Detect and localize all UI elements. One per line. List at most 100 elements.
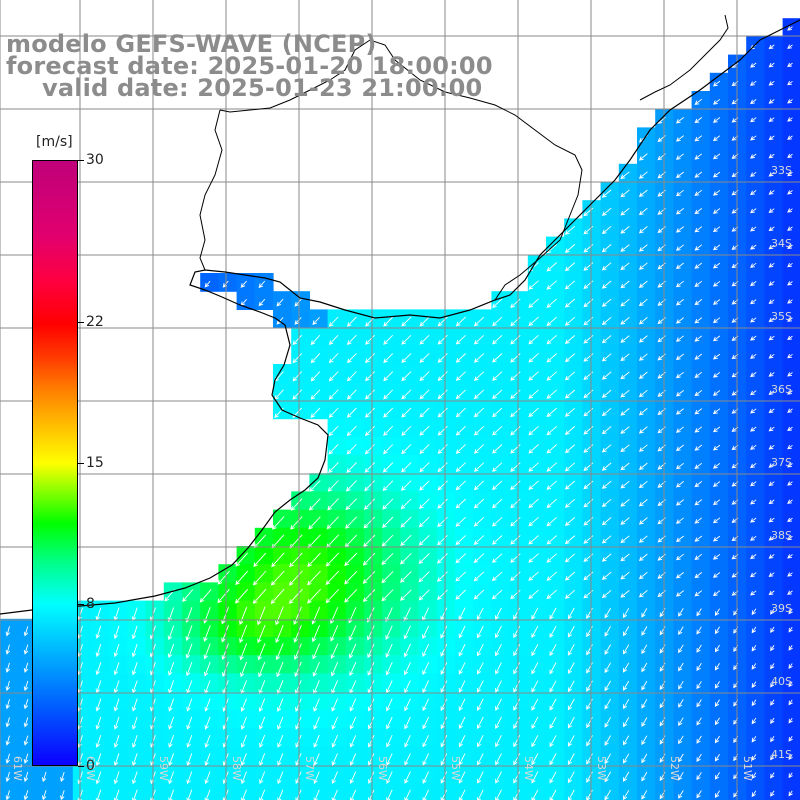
wind-arrow xyxy=(623,789,630,800)
wind-arrow xyxy=(275,643,284,661)
wind-arrow xyxy=(95,716,102,730)
wind-arrow xyxy=(620,408,630,416)
longitude-label: 59W xyxy=(157,756,170,781)
wind-arrow xyxy=(694,535,703,542)
wind-arrow xyxy=(638,371,648,379)
wind-arrow xyxy=(77,753,83,767)
wind-arrow xyxy=(620,226,630,234)
wind-speed-cell xyxy=(436,582,456,602)
wind-arrow xyxy=(308,516,321,530)
wind-arrow xyxy=(5,735,11,746)
wind-arrow xyxy=(712,117,721,123)
latitude-label: 34S xyxy=(771,237,792,250)
wind-arrow xyxy=(382,498,394,510)
wind-arrow xyxy=(601,571,612,580)
wind-arrow xyxy=(328,371,339,382)
coastline-uruguay-brazil xyxy=(0,19,800,615)
wind-arrow xyxy=(583,280,594,290)
wind-arrow xyxy=(113,753,120,767)
wind-arrow xyxy=(113,716,120,730)
wind-arrow xyxy=(586,625,593,638)
wind-arrow xyxy=(678,771,684,781)
wind-arrow xyxy=(476,662,484,675)
wind-arrow xyxy=(750,262,757,268)
wind-arrow xyxy=(528,334,539,345)
wind-arrow xyxy=(528,425,539,436)
wind-arrow xyxy=(712,262,721,269)
wind-arrow xyxy=(601,480,612,489)
wind-arrow xyxy=(750,317,757,323)
wind-arrow xyxy=(751,717,757,725)
wind-arrow xyxy=(750,590,757,596)
wind-arrow xyxy=(787,262,793,268)
wind-arrow xyxy=(23,662,29,673)
wind-arrow xyxy=(583,298,594,308)
wind-arrow xyxy=(549,625,557,638)
wind-arrow xyxy=(768,171,775,177)
wind-arrow xyxy=(401,444,412,455)
wind-arrow xyxy=(768,408,775,414)
wind-arrow xyxy=(678,680,684,690)
wind-arrow xyxy=(131,734,138,748)
wind-arrow xyxy=(510,425,521,436)
wind-arrow xyxy=(168,698,175,712)
wind-arrow xyxy=(203,625,211,642)
wind-arrow xyxy=(418,516,430,528)
wind-speed-cell xyxy=(436,309,456,329)
wind-arrow xyxy=(638,335,648,343)
wind-arrow xyxy=(513,716,521,730)
wind-arrow xyxy=(601,407,612,417)
wind-arrows xyxy=(5,26,793,800)
wind-arrow xyxy=(531,680,539,693)
wind-arrow xyxy=(401,425,412,436)
wind-arrow xyxy=(712,426,721,433)
wind-arrow xyxy=(510,353,521,363)
wind-arrow xyxy=(750,426,757,432)
wind-arrow xyxy=(696,644,702,653)
wind-arrow xyxy=(258,698,266,712)
wind-arrow xyxy=(788,681,793,688)
wind-arrow xyxy=(77,662,83,676)
wind-arrow xyxy=(458,625,466,639)
wind-arrow xyxy=(583,498,594,508)
wind-arrow xyxy=(583,553,594,563)
wind-arrow xyxy=(346,389,357,400)
wind-arrow xyxy=(113,643,120,658)
wind-arrow xyxy=(313,771,320,785)
wind-arrow xyxy=(344,552,358,567)
wind-arrow xyxy=(437,462,448,473)
wind-arrow xyxy=(294,643,302,660)
wind-arrow xyxy=(601,225,612,235)
wind-arrow xyxy=(437,571,448,582)
wind-arrow xyxy=(41,790,47,800)
wind-speed-cell xyxy=(691,637,711,656)
wind-arrow xyxy=(787,572,793,577)
wind-arrow xyxy=(492,425,503,436)
wind-arrow xyxy=(440,771,448,784)
wind-arrow xyxy=(620,189,630,198)
wind-arrow xyxy=(714,699,720,707)
wind-arrow xyxy=(185,661,193,677)
wind-arrow xyxy=(768,99,775,104)
wind-arrow xyxy=(385,625,393,640)
wind-arrow xyxy=(694,317,703,324)
wind-arrow xyxy=(307,570,321,586)
colorbar-tick-label: 8 xyxy=(86,596,95,613)
wind-arrow xyxy=(768,281,775,286)
wind-arrow xyxy=(601,316,612,326)
wind-arrow xyxy=(476,735,484,748)
wind-arrow xyxy=(528,589,539,600)
wind-arrow xyxy=(23,771,29,783)
wind-arrow xyxy=(239,643,248,661)
wind-arrow xyxy=(458,735,466,748)
wind-arrow xyxy=(23,790,29,800)
wind-arrow xyxy=(419,353,430,363)
wind-arrow xyxy=(788,736,793,742)
wind-arrow xyxy=(437,589,448,601)
wind-arrow xyxy=(712,481,721,487)
wind-arrow xyxy=(113,734,120,749)
wind-arrow xyxy=(604,717,611,728)
wind-speed-cell xyxy=(691,600,711,620)
wind-arrow xyxy=(787,499,793,504)
